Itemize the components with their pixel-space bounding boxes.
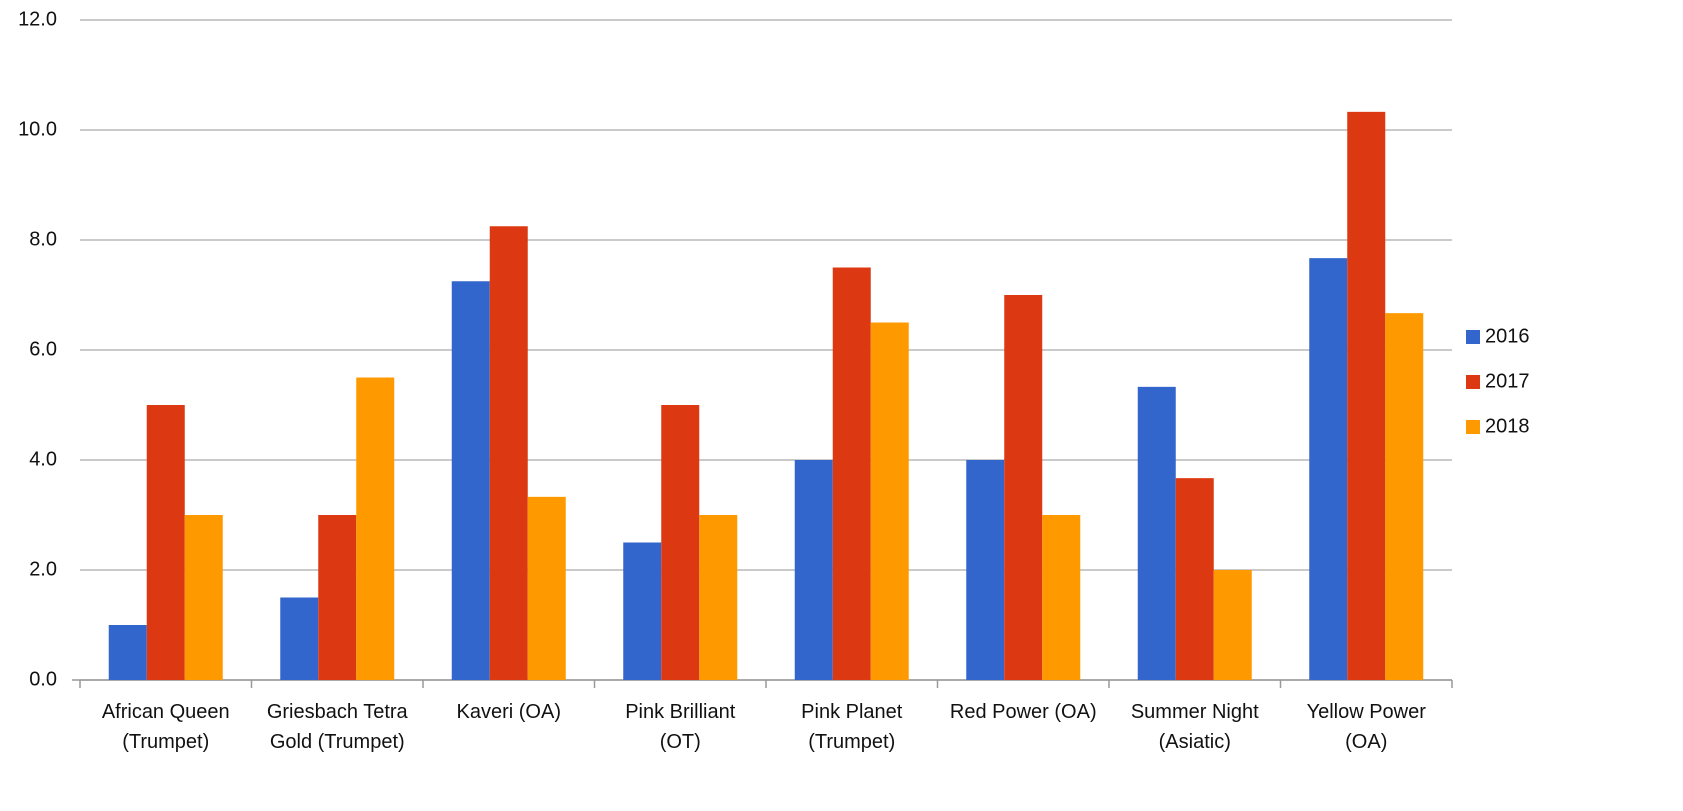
bar (1175, 478, 1214, 680)
bar (1347, 111, 1386, 681)
y-tick-label: 4.0 (29, 448, 57, 470)
legend-label: 2017 (1485, 370, 1530, 392)
y-tick-label: 8.0 (29, 228, 57, 250)
legend-swatch (1466, 330, 1480, 344)
bar (1137, 386, 1176, 680)
bar (1309, 258, 1348, 680)
y-tick-label: 12.0 (18, 8, 57, 30)
bar (280, 597, 319, 680)
x-tick-label: Kaveri (OA) (457, 701, 561, 723)
bar (832, 267, 871, 680)
legend-swatch (1466, 420, 1480, 434)
bar (146, 405, 185, 680)
bar (1004, 295, 1043, 680)
bar (966, 460, 1005, 680)
x-tick-label: Griesbach Tetra Gold (Trumpet) (267, 701, 409, 753)
x-tick-label: Pink Planet (Trumpet) (801, 701, 903, 753)
x-tick-label: Pink Brilliant (OT) (625, 701, 735, 753)
y-tick-label: 0.0 (29, 668, 57, 690)
bar (527, 496, 566, 680)
bar (1213, 570, 1252, 680)
bar (489, 226, 528, 680)
bar (318, 515, 357, 680)
legend-label: 2018 (1485, 415, 1530, 437)
bar (870, 322, 909, 680)
x-tick-label: Red Power (OA) (950, 701, 1097, 723)
y-tick-label: 10.0 (18, 118, 57, 140)
legend-swatch (1466, 375, 1480, 389)
bar (1042, 515, 1081, 680)
bar (623, 542, 662, 680)
x-tick-label: Summer Night (Asiatic) (1131, 701, 1259, 753)
bar (794, 460, 833, 680)
bar (108, 625, 147, 680)
y-tick-label: 6.0 (29, 338, 57, 360)
legend-label: 2016 (1485, 325, 1530, 347)
bar (451, 281, 490, 680)
bar (661, 405, 700, 680)
bar (184, 515, 223, 680)
y-tick-label: 2.0 (29, 558, 57, 580)
bar (356, 377, 395, 680)
x-tick-label: African Queen (Trumpet) (102, 701, 230, 753)
x-tick-label: Yellow Power (OA) (1307, 701, 1427, 753)
bar (699, 515, 738, 680)
bar (1385, 313, 1424, 680)
